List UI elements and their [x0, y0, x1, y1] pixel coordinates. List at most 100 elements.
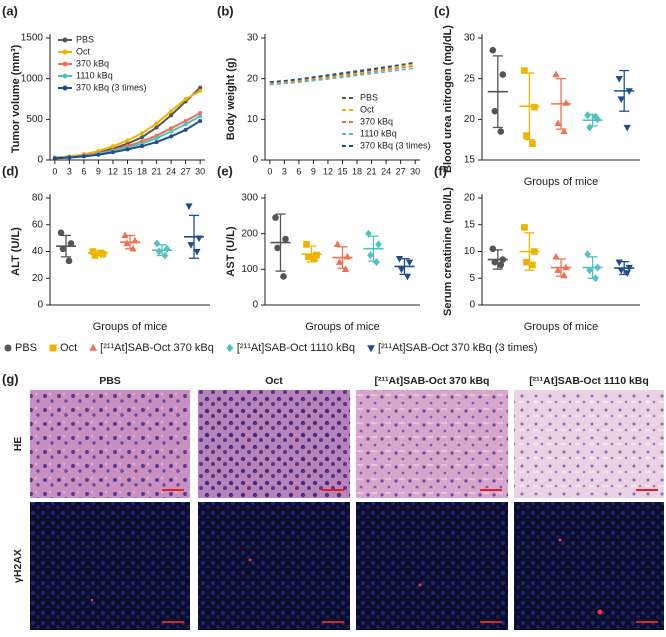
y-tick-label: 20 [32, 273, 44, 284]
legend-swatch [367, 345, 375, 353]
point [169, 126, 174, 131]
row-title: γH2AX [12, 549, 24, 583]
panel-label: (c) [434, 3, 450, 18]
marker [161, 251, 169, 260]
marker [615, 76, 623, 83]
micrograph [356, 502, 508, 630]
scale-bars [162, 489, 658, 623]
marker [523, 132, 530, 139]
column-title: PBS [99, 375, 121, 387]
legend-swatch [62, 85, 68, 91]
marker [395, 255, 404, 263]
marker [131, 236, 139, 244]
point [81, 154, 86, 159]
y-tick-label: 15 [464, 155, 476, 166]
marker [586, 123, 593, 132]
panel-label: (a) [2, 3, 18, 18]
y-tick-label: 80 [32, 193, 44, 204]
panel-label: (e) [217, 163, 233, 178]
x-tick-label: 24 [381, 166, 391, 176]
point [67, 155, 72, 160]
marker [531, 103, 538, 111]
axis [481, 194, 640, 306]
marker [397, 266, 406, 274]
micrograph [514, 502, 664, 630]
legend-label: [²¹¹At]SAB-Oct 1110 kBq [237, 342, 355, 354]
marker [341, 265, 350, 272]
point [169, 109, 174, 114]
legend-swatch [62, 61, 68, 67]
y-tick-label: 0 [252, 155, 258, 166]
x-tick-label: 27 [181, 166, 191, 176]
y-tick-label: 0 [37, 300, 43, 311]
marker [274, 244, 281, 252]
micrograph [198, 390, 350, 498]
marker [497, 261, 505, 269]
point [125, 147, 130, 152]
marker [623, 124, 631, 132]
x-tick-label: 21 [367, 166, 377, 176]
marker [529, 140, 536, 148]
marker [67, 240, 75, 247]
marker [59, 245, 67, 253]
marker [313, 251, 320, 259]
marker [193, 248, 201, 256]
x-tick-label: 15 [122, 166, 132, 176]
marker [335, 258, 344, 265]
x-axis-label: Groups of mice [93, 321, 168, 333]
x-tick-label: 24 [166, 166, 176, 176]
axis [49, 194, 210, 306]
y-tick-label: 25 [464, 73, 476, 84]
y-axis-label: AST (U/L) [225, 226, 237, 276]
legend-label: 370 kBq (3 times) [76, 82, 147, 92]
marker [282, 235, 289, 243]
legend-label: PBS [360, 92, 378, 102]
x-tick-label: 9 [96, 166, 101, 176]
x-tick-label: 21 [152, 166, 162, 176]
y-axis-label: Serum creatinine (mol/L) [442, 187, 454, 316]
marker [523, 258, 530, 266]
y-tick-label: 500 [26, 114, 43, 125]
point [125, 138, 130, 143]
y-tick-label: 20 [464, 114, 476, 125]
micrograph [198, 502, 350, 630]
marker [489, 245, 497, 253]
y-tick-label: 60 [32, 219, 44, 230]
marker [97, 249, 105, 257]
marker [497, 128, 505, 135]
point [110, 150, 115, 155]
marker [594, 263, 601, 272]
y-tick-label: 200 [241, 228, 258, 239]
legend-swatch [89, 343, 97, 351]
point [169, 134, 174, 139]
y-tick-label: 15 [464, 219, 476, 230]
y-axis-label: Body weight (g) [225, 57, 237, 140]
point [183, 97, 188, 101]
legend-label: 370 kBq (3 times) [360, 140, 431, 150]
micrograph [30, 390, 190, 498]
point [140, 135, 145, 140]
y-tick-label: 40 [32, 246, 44, 257]
marker [121, 231, 129, 239]
marker [554, 266, 562, 273]
x-tick-label: 3 [67, 166, 72, 176]
marker [311, 255, 318, 262]
marker [531, 248, 538, 255]
legend-swatch [62, 49, 68, 55]
marker [552, 252, 560, 260]
point [154, 136, 159, 141]
marker [403, 273, 412, 281]
y-tick-label: 1000 [21, 73, 44, 84]
marker [592, 274, 599, 283]
point [198, 118, 203, 123]
point [154, 140, 159, 145]
y-tick-label: 0 [469, 300, 475, 311]
marker [592, 112, 599, 121]
y-axis-label: ALT (U/L) [10, 227, 22, 276]
marker [562, 263, 570, 271]
point [52, 156, 57, 161]
x-tick-label: 30 [410, 166, 420, 176]
y-tick-label: 10 [247, 114, 259, 125]
marker [521, 67, 528, 74]
series-line [54, 115, 201, 159]
